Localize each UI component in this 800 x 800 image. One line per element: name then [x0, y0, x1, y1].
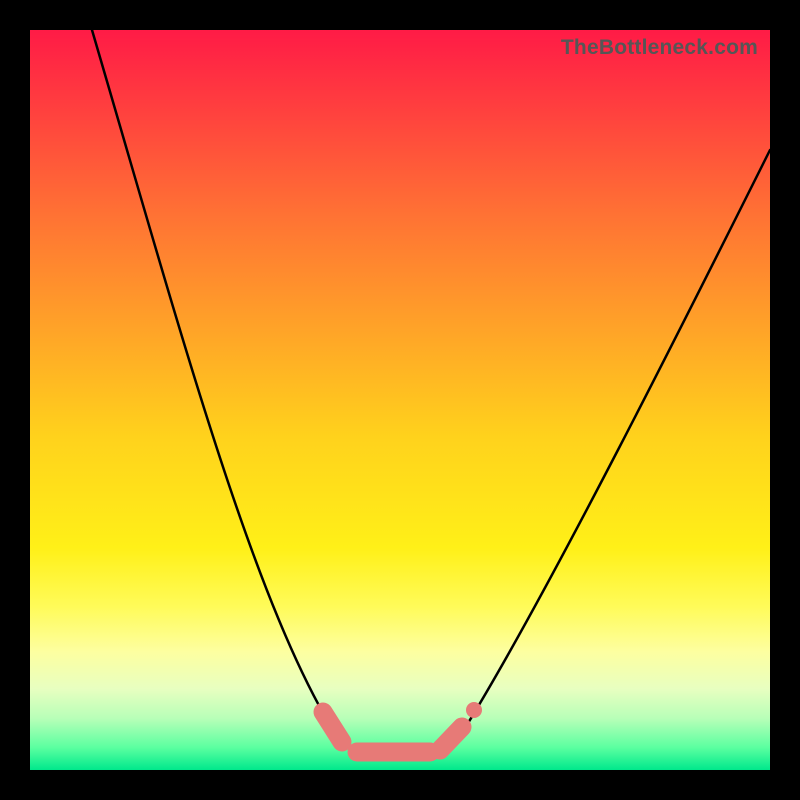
- plot-area: TheBottleneck.com: [30, 30, 770, 770]
- curve-markers: [323, 702, 482, 752]
- chart-frame: TheBottleneck.com: [0, 0, 800, 800]
- bottleneck-curve: [30, 30, 770, 770]
- main-curve-path: [92, 30, 770, 750]
